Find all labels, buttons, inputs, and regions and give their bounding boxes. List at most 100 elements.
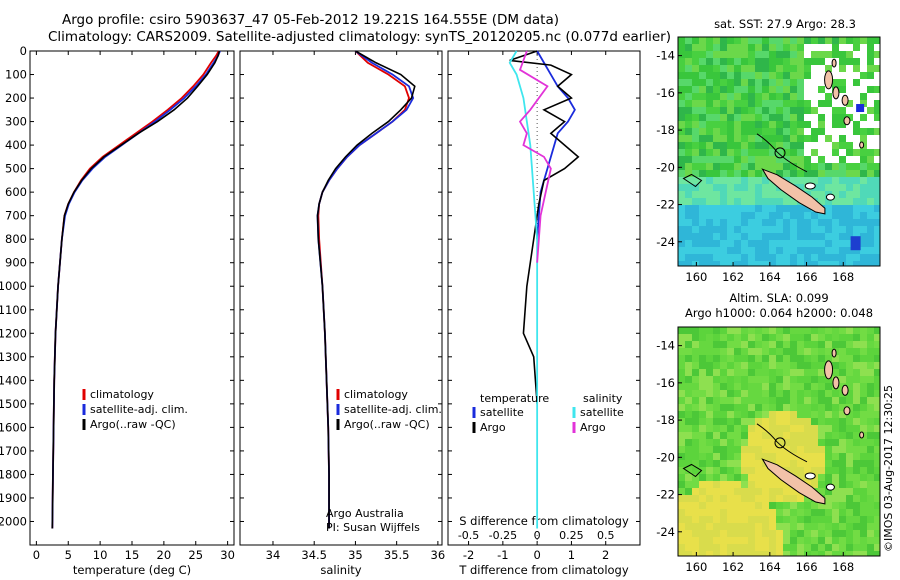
map-cell <box>860 121 868 129</box>
map-cell <box>678 516 686 524</box>
map-cell <box>755 495 763 503</box>
map-cell <box>720 240 728 248</box>
map-cell <box>769 362 777 370</box>
map-cell <box>867 530 875 538</box>
map-cell <box>867 432 875 440</box>
reef-outline <box>756 423 808 463</box>
map-cell <box>741 205 749 213</box>
map-cell <box>762 481 770 489</box>
map-cell <box>720 362 728 370</box>
map-cell <box>867 72 875 80</box>
map-cell <box>734 348 742 356</box>
map-cell <box>804 170 812 178</box>
map-cell <box>825 523 833 531</box>
map-cell <box>825 467 833 475</box>
map-cell <box>804 502 812 510</box>
map-cell <box>727 383 735 391</box>
map-cell <box>706 149 714 157</box>
map-cell <box>776 439 784 447</box>
map-cell <box>804 495 812 503</box>
map-cell <box>811 37 819 45</box>
map-cell <box>748 509 756 517</box>
map-cell <box>811 369 819 377</box>
map-cell <box>853 219 861 227</box>
map-cell <box>678 369 686 377</box>
map-cell <box>713 163 721 171</box>
map-cell <box>846 467 854 475</box>
map-cell <box>783 390 791 398</box>
map-cell <box>804 334 812 342</box>
map-cell <box>853 135 861 143</box>
map-cell <box>769 233 777 241</box>
map-cell <box>678 467 686 475</box>
map-cell <box>839 212 847 220</box>
map-cell <box>797 184 805 192</box>
map-cell <box>860 233 868 241</box>
map-cell <box>797 51 805 59</box>
map-cell <box>678 397 686 405</box>
map-cell <box>874 177 880 185</box>
map-cell <box>825 502 833 510</box>
map-cell <box>874 446 880 454</box>
map-cell <box>762 184 770 192</box>
map-cell <box>685 107 693 115</box>
map-cell <box>678 376 686 384</box>
s-axis-label: S difference from climatology <box>459 514 629 528</box>
x-tick-label: 15 <box>125 548 140 562</box>
map-cell <box>692 404 700 412</box>
map-cell <box>762 488 770 496</box>
map-cell <box>755 198 763 206</box>
map-cell <box>727 425 735 433</box>
map-cell <box>748 261 756 266</box>
map-cell <box>790 376 798 384</box>
map-cell <box>790 156 798 164</box>
map-cell <box>685 226 693 234</box>
map-cell <box>825 156 833 164</box>
map-cell <box>804 523 812 531</box>
map-cell <box>776 65 784 73</box>
map-cell <box>860 516 868 524</box>
map-cell <box>678 502 686 510</box>
map-cell <box>867 397 875 405</box>
map-cell <box>811 439 819 447</box>
map-cell <box>741 58 749 66</box>
map-cell <box>811 530 819 538</box>
map-cell <box>762 439 770 447</box>
y-tick-label: 1700 <box>0 444 27 458</box>
map-cell <box>706 502 714 510</box>
map-cell <box>720 198 728 206</box>
map-cell <box>727 184 735 192</box>
map-y-tick-label: -20 <box>656 450 675 464</box>
map-cell <box>783 348 791 356</box>
map-cell <box>720 163 728 171</box>
map-cell <box>839 530 847 538</box>
map-cell <box>825 418 833 426</box>
map-cell <box>762 177 770 185</box>
map-cell <box>713 226 721 234</box>
map-cell <box>797 247 805 255</box>
map-cell <box>741 142 749 150</box>
map-cell <box>783 383 791 391</box>
map-cell <box>867 247 875 255</box>
map-cell <box>846 418 854 426</box>
map-cell <box>734 523 742 531</box>
map-cell <box>832 362 840 370</box>
map-cell <box>818 425 826 433</box>
map-cell <box>811 212 819 220</box>
map-cell <box>874 37 880 45</box>
map-cell <box>720 383 728 391</box>
map-cell <box>713 156 721 164</box>
map-cell <box>755 184 763 192</box>
map-cell <box>678 58 686 66</box>
map-cell <box>860 37 868 45</box>
map-cell <box>804 432 812 440</box>
map-cell <box>713 397 721 405</box>
map-cell <box>832 170 840 178</box>
map-cell <box>741 93 749 101</box>
map-cell <box>692 432 700 440</box>
map-cell <box>678 334 686 342</box>
vanuatu-island <box>832 86 840 100</box>
map-cell <box>804 142 812 150</box>
map-cell <box>846 261 854 266</box>
map-cell <box>825 404 833 412</box>
